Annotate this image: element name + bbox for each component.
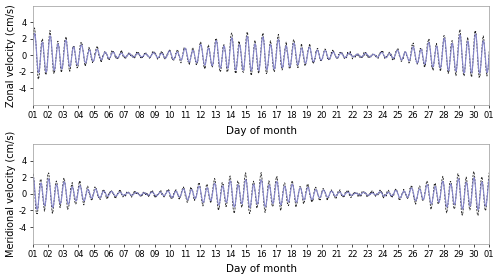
X-axis label: Day of month: Day of month	[226, 126, 296, 136]
Y-axis label: Zonal velocity (cm/s): Zonal velocity (cm/s)	[6, 4, 16, 107]
Y-axis label: Meridional velocity (cm/s): Meridional velocity (cm/s)	[6, 131, 16, 257]
X-axis label: Day of month: Day of month	[226, 264, 296, 274]
